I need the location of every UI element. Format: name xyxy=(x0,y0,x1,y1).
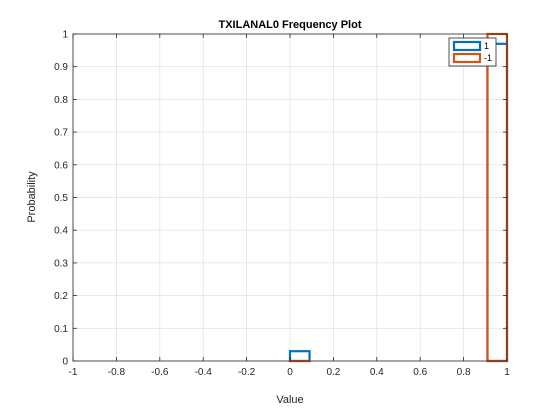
legend-swatch xyxy=(452,52,482,64)
x-tick-label: 0.4 xyxy=(370,367,384,378)
y-tick-label: 0.1 xyxy=(54,324,68,335)
x-tick-label: 0.6 xyxy=(413,367,427,378)
x-tick-label: -1 xyxy=(69,367,78,378)
y-tick-label: 0.8 xyxy=(54,95,68,106)
x-axis-label: Value xyxy=(276,394,303,406)
y-tick-label: 0 xyxy=(62,357,68,368)
x-tick-label: 1 xyxy=(504,367,510,378)
x-tick-label: 0 xyxy=(287,367,293,378)
y-tick-label: 1 xyxy=(62,30,68,41)
x-tick-label: -0.4 xyxy=(195,367,213,378)
legend: 1-1 xyxy=(448,37,497,67)
x-tick-label: -0.2 xyxy=(238,367,256,378)
x-tick-label: -0.8 xyxy=(108,367,126,378)
y-tick-label: 0.3 xyxy=(54,258,68,269)
legend-label: -1 xyxy=(484,53,492,63)
x-tick-label: -0.6 xyxy=(151,367,169,378)
x-tick-label: 0.8 xyxy=(457,367,471,378)
y-tick-label: 0.6 xyxy=(54,160,68,171)
y-axis-label: Probability xyxy=(26,171,38,223)
y-tick-label: 0.7 xyxy=(54,128,68,139)
y-tick-label: 0.4 xyxy=(54,226,68,237)
axis-ticks: -1 -0.8 -0.6 -0.4 -0.2 0 0.2 0.4 0.6 0.8 1 0 0.1 0.2 0… xyxy=(54,30,510,379)
y-tick-label: 0.2 xyxy=(54,291,68,302)
y-tick-label: 0.9 xyxy=(54,62,68,73)
y-tick-label: 0.5 xyxy=(54,193,68,204)
legend-swatch xyxy=(452,40,482,52)
x-tick-label: 0.2 xyxy=(326,367,340,378)
legend-label: 1 xyxy=(484,41,489,51)
chart-title: TXILANAL0 Frequency Plot xyxy=(218,19,361,31)
